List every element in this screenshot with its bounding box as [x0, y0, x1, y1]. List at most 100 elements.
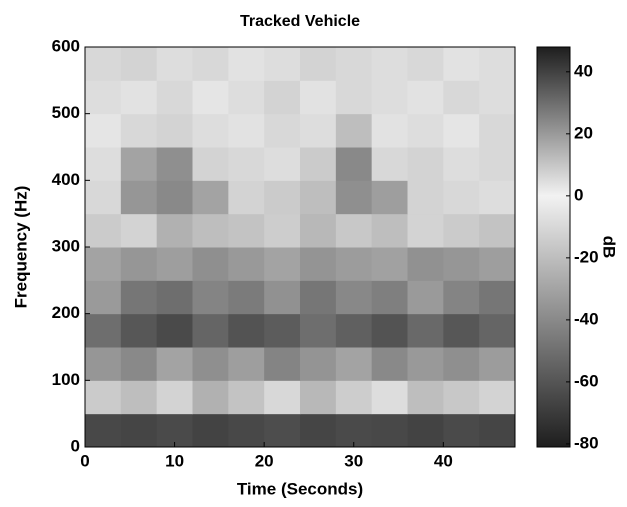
- heatmap-cell: [300, 113, 337, 148]
- heatmap-cell: [300, 213, 337, 248]
- heatmap-cell: [443, 147, 480, 181]
- heatmap-cell: [264, 213, 301, 248]
- heatmap-cell: [479, 113, 516, 148]
- heatmap-cell: [192, 413, 229, 448]
- heatmap-cell: [120, 380, 158, 415]
- heatmap-cell: [443, 380, 480, 415]
- heatmap-cell: [192, 80, 229, 115]
- x-tick-label: 0: [80, 451, 89, 470]
- heatmap-cell: [228, 180, 265, 215]
- heatmap-cell: [192, 280, 229, 315]
- heatmap-cell: [85, 147, 122, 181]
- x-tick-label: 40: [434, 451, 453, 470]
- heatmap-cell: [335, 413, 373, 448]
- y-tick-label: 500: [52, 103, 80, 122]
- heatmap-cell: [335, 80, 373, 115]
- heatmap-cell: [264, 280, 301, 315]
- heatmap-cell: [264, 47, 301, 81]
- heatmap-cell: [407, 247, 444, 281]
- heatmap-cell: [156, 80, 193, 115]
- heatmap-cell: [335, 147, 373, 181]
- colorbar-tick-label: 40: [574, 61, 593, 80]
- heatmap-cell: [85, 80, 122, 115]
- heatmap-cell: [264, 80, 301, 115]
- chart-title: Tracked Vehicle: [240, 13, 360, 30]
- heatmap-cell: [479, 413, 516, 448]
- heatmap-cell: [371, 413, 408, 448]
- heatmap-cell: [335, 347, 373, 381]
- colorbar-tick-label: -80: [574, 433, 599, 452]
- heatmap-cell: [335, 380, 373, 415]
- heatmap-cell: [300, 47, 337, 81]
- heatmap-cell: [407, 113, 444, 148]
- heatmap-cell: [407, 413, 444, 448]
- heatmap-cell: [335, 47, 373, 81]
- heatmap-cell: [85, 313, 122, 348]
- heatmap-cell: [335, 113, 373, 148]
- heatmap-cell: [300, 413, 337, 448]
- colorbar-tick-label: -20: [574, 247, 599, 266]
- heatmap-cell: [479, 313, 516, 348]
- heatmap-cell: [156, 347, 193, 381]
- heatmap-cell: [443, 213, 480, 248]
- heatmap-cell: [371, 180, 408, 215]
- heatmap-cell: [407, 47, 444, 81]
- x-axis-label: Time (Seconds): [237, 479, 363, 498]
- heatmap-cell: [192, 47, 229, 81]
- heatmap-cell: [479, 247, 516, 281]
- heatmap-cell: [228, 313, 265, 348]
- x-tick-label: 20: [255, 451, 274, 470]
- heatmap-cell: [371, 347, 408, 381]
- heatmap-cell: [85, 380, 122, 415]
- heatmap-cell: [228, 413, 265, 448]
- heatmap-cell: [300, 180, 337, 215]
- heatmap-cell: [371, 213, 408, 248]
- colorbar-tick-label: 0: [574, 185, 583, 204]
- heatmap-cell: [85, 180, 122, 215]
- heatmap-cell: [120, 280, 158, 315]
- y-tick-label: 200: [52, 303, 80, 322]
- heatmap-cell: [371, 380, 408, 415]
- heatmap-cell: [407, 280, 444, 315]
- heatmap-cell: [479, 380, 516, 415]
- heatmap-cell: [120, 47, 158, 81]
- heatmap-cell: [371, 247, 408, 281]
- heatmap-cell: [300, 347, 337, 381]
- heatmap-cell: [156, 47, 193, 81]
- heatmap-cell: [228, 80, 265, 115]
- heatmap-cell: [407, 380, 444, 415]
- heatmap-cell: [192, 313, 229, 348]
- heatmap-cell: [300, 80, 337, 115]
- heatmap-cell: [156, 213, 193, 248]
- heatmap-cell: [443, 280, 480, 315]
- heatmap-cell: [228, 380, 265, 415]
- heatmap-cell: [443, 47, 480, 81]
- heatmap-cell: [407, 313, 444, 348]
- heatmap-cell: [479, 347, 516, 381]
- heatmap-cell: [479, 47, 516, 81]
- y-tick-label: 0: [71, 436, 80, 455]
- heatmap-cell: [300, 147, 337, 181]
- heatmap-cell: [264, 247, 301, 281]
- y-axis-label: Frequency (Hz): [11, 186, 30, 309]
- heatmap-cell: [300, 247, 337, 281]
- heatmap-cell: [156, 113, 193, 148]
- y-tick-label: 100: [52, 370, 80, 389]
- x-tick-label: 10: [165, 451, 184, 470]
- heatmap-cell: [85, 413, 122, 448]
- heatmap-cell: [443, 347, 480, 381]
- heatmap-cell: [192, 247, 229, 281]
- heatmap-cell: [192, 213, 229, 248]
- heatmap-cell: [479, 147, 516, 181]
- heatmap-cell: [264, 180, 301, 215]
- heatmap-cell: [479, 180, 516, 215]
- heatmap-cell: [85, 280, 122, 315]
- colorbar-tick-label: 20: [574, 123, 593, 142]
- heatmap-cell: [264, 113, 301, 148]
- heatmap-cell: [120, 147, 158, 181]
- heatmap-cell: [335, 247, 373, 281]
- heatmap-cell: [228, 213, 265, 248]
- y-tick-label: 600: [52, 36, 80, 55]
- heatmap-cell: [192, 180, 229, 215]
- heatmap-cell: [156, 280, 193, 315]
